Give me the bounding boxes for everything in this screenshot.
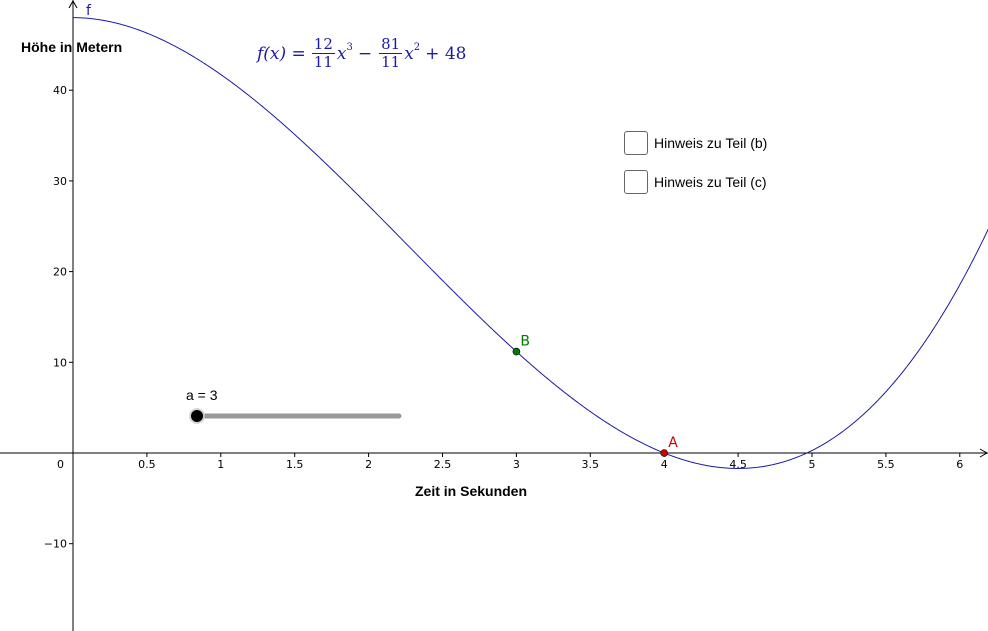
formula-term2: x bbox=[404, 43, 414, 64]
formula-constant: + 48 bbox=[425, 43, 467, 64]
formula-lhs: f(x) = bbox=[257, 43, 306, 64]
fraction-a-denominator: 11 bbox=[313, 53, 333, 71]
y-tick-label: −10 bbox=[44, 538, 67, 551]
formula-term1: x bbox=[336, 43, 347, 64]
x-tick-label: 6 bbox=[956, 458, 963, 471]
x-tick-label: 1.5 bbox=[286, 458, 304, 471]
point-b[interactable] bbox=[512, 347, 521, 356]
y-tick-labels: 40 30 20 10 −10 bbox=[44, 84, 73, 551]
formula-exp2: 2 bbox=[413, 42, 421, 53]
y-tick-label: 30 bbox=[53, 175, 67, 188]
hint-c-label[interactable]: Hinweis zu Teil (c) bbox=[654, 174, 767, 190]
x-tick-label: 4 bbox=[661, 458, 668, 471]
points[interactable]: BA bbox=[512, 334, 678, 457]
slider-handle[interactable] bbox=[191, 410, 203, 422]
fraction-a: 12 11 bbox=[311, 35, 335, 71]
x-tick-label: 5.5 bbox=[877, 458, 895, 471]
y-tick-label: 40 bbox=[53, 84, 67, 97]
x-tick-label: 3.5 bbox=[582, 458, 600, 471]
hint-b-label[interactable]: Hinweis zu Teil (b) bbox=[654, 135, 768, 151]
x-tick-label: 3 bbox=[513, 458, 520, 471]
x-tick-label: 1 bbox=[217, 458, 224, 471]
fraction-b-numerator: 81 bbox=[379, 35, 403, 54]
function-label: f bbox=[86, 3, 92, 19]
slider-caption: a = 3 bbox=[186, 387, 218, 403]
formula-exp1: 3 bbox=[346, 42, 353, 53]
point-b-label: B bbox=[520, 334, 530, 350]
hint-b-checkbox[interactable] bbox=[624, 131, 648, 155]
x-tick-label: 4.5 bbox=[729, 458, 747, 471]
x-axis-arrow-icon bbox=[979, 448, 988, 458]
x-tick-label: 5 bbox=[809, 458, 816, 471]
fraction-b-denominator: 11 bbox=[381, 53, 401, 71]
y-axis-arrow-icon bbox=[68, 0, 78, 9]
y-tick-label: 10 bbox=[53, 356, 67, 369]
x-axis-title: Zeit in Sekunden bbox=[415, 483, 527, 499]
point-a[interactable] bbox=[660, 449, 669, 457]
x-tick-label: 2.5 bbox=[434, 458, 452, 471]
fraction-a-numerator: 12 bbox=[311, 35, 335, 54]
fraction-b: 81 11 bbox=[379, 35, 403, 71]
point-a-label: A bbox=[668, 435, 678, 451]
y-tick-label: 20 bbox=[53, 266, 67, 279]
hint-c-checkbox[interactable] bbox=[624, 170, 648, 194]
hint-b-checkbox-row[interactable]: Hinweis zu Teil (b) bbox=[624, 131, 767, 155]
x-tick-label: 0.5 bbox=[138, 458, 156, 471]
x-tick-label: 2 bbox=[365, 458, 372, 471]
y-axis-title: Höhe in Metern bbox=[21, 39, 122, 55]
function-curve-f[interactable] bbox=[72, 17, 988, 469]
x-tick-label: 0 bbox=[57, 458, 64, 471]
x-tick-labels: 0 0.5 1 1.5 2 2.5 3 3.5 4 4.5 5 5.5 6 bbox=[57, 453, 963, 471]
hint-c-checkbox-row[interactable]: Hinweis zu Teil (c) bbox=[624, 170, 767, 194]
formula-minus: − bbox=[357, 43, 373, 64]
